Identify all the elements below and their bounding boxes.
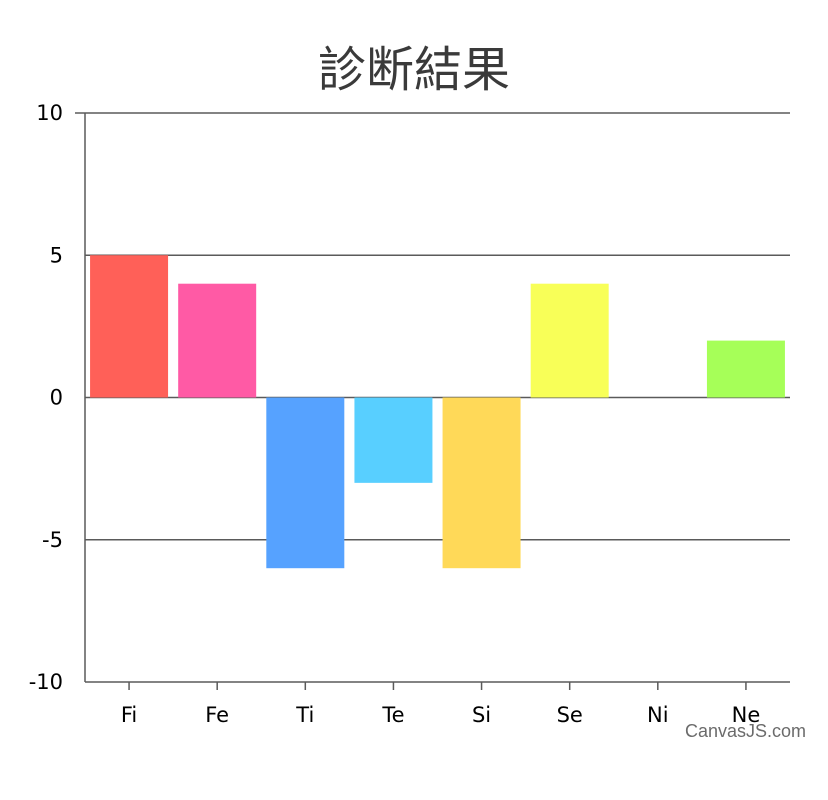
- x-tick-label-ne: Ne: [732, 703, 761, 727]
- bar-ti[interactable]: [266, 397, 345, 569]
- x-tick-label-se: Se: [557, 703, 583, 727]
- axes: [75, 112, 790, 683]
- y-tick-label: 0: [50, 386, 63, 410]
- y-tick-label: -10: [29, 670, 63, 694]
- y-tick-label: -5: [42, 528, 63, 552]
- x-tick-label-ni: Ni: [647, 703, 669, 727]
- bar-fi[interactable]: [90, 255, 169, 398]
- x-axis-ticks: Fi Fe Ti Te Si Se Ni Ne: [121, 682, 760, 727]
- bars: [90, 255, 785, 569]
- bar-si[interactable]: [442, 397, 521, 569]
- bar-te[interactable]: [354, 397, 433, 483]
- canvasjs-credit-link[interactable]: CanvasJS.com: [685, 721, 806, 741]
- y-tick-label: 10: [36, 101, 63, 125]
- x-tick-label-fe: Fe: [205, 703, 229, 727]
- x-tick-label-te: Te: [381, 703, 404, 727]
- x-tick-label-fi: Fi: [121, 703, 137, 727]
- bar-fe[interactable]: [178, 283, 257, 398]
- y-axis-ticks: -10 -5 0 5 10: [29, 101, 63, 694]
- bar-se[interactable]: [530, 283, 609, 398]
- chart-title: 診断結果: [318, 42, 510, 98]
- y-tick-label: 5: [50, 243, 63, 267]
- x-tick-label-ti: Ti: [295, 703, 314, 727]
- x-tick-label-si: Si: [472, 703, 491, 727]
- bar-ne[interactable]: [706, 340, 785, 398]
